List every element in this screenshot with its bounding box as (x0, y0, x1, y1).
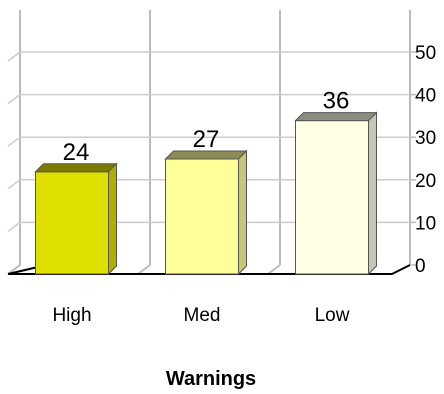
chart-bars (34, 111, 378, 276)
y-tick-label: 20 (415, 171, 436, 192)
bar-side-face (238, 149, 247, 276)
depth-gridline (7, 221, 21, 232)
x-tick-label: High (52, 305, 91, 326)
y-tick-label: 30 (415, 128, 436, 149)
y-tick-label: 10 (415, 213, 436, 234)
depth-gridline (7, 51, 21, 62)
y-tick-label: 0 (415, 256, 426, 277)
y-tick-label: 40 (415, 86, 436, 107)
y-axis: 0 10 20 30 40 50 (410, 43, 436, 277)
bar (295, 120, 369, 275)
depth-gridline (7, 93, 21, 105)
bar (35, 171, 109, 275)
x-axis-title: Warnings (166, 368, 256, 390)
baseline-depth (7, 266, 39, 275)
data-label: 24 (63, 139, 90, 166)
data-label: 27 (193, 126, 220, 153)
bar-side-face (368, 111, 377, 276)
floor-gridline (137, 264, 151, 275)
x-tick-label: Low (315, 305, 350, 326)
floor-gridline (267, 264, 281, 275)
x-tick-label: Med (184, 305, 221, 326)
depth-gridline (7, 136, 21, 147)
bar-side-face (108, 162, 117, 276)
chart-labels: 24 High 27 Med 36 Low (52, 88, 349, 326)
bar (165, 158, 239, 275)
data-label: 36 (323, 88, 350, 115)
baseline (8, 264, 411, 275)
depth-gridline (7, 179, 21, 190)
y-tick-label: 50 (415, 43, 436, 64)
